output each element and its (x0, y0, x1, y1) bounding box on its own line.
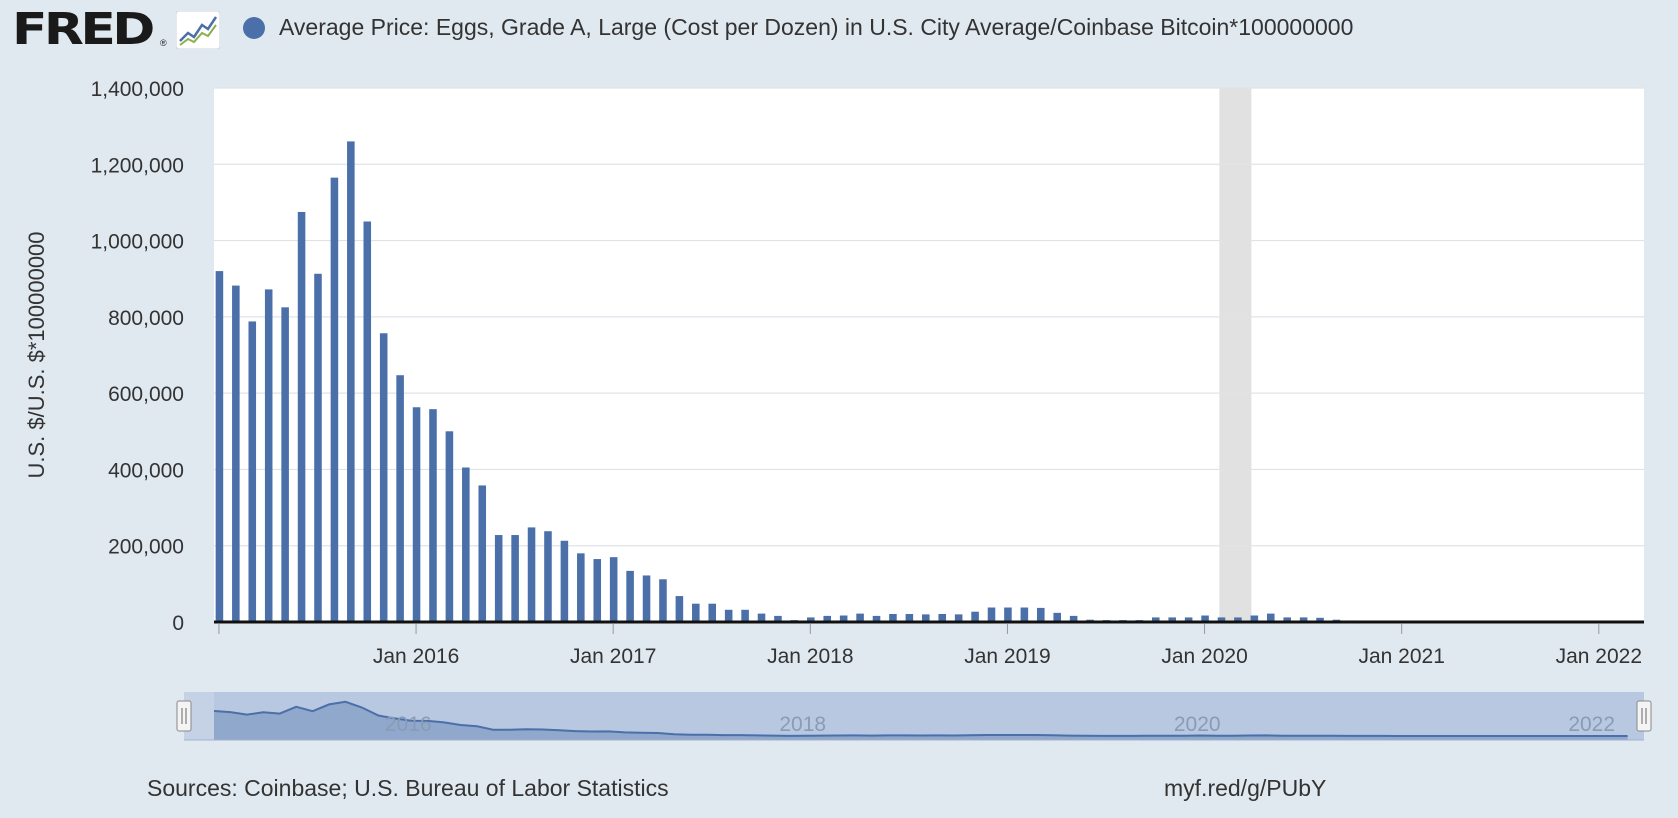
fred-logo[interactable]: FRED (12, 4, 155, 55)
short-url-link[interactable]: myf.red/g/PUbY (1164, 775, 1327, 801)
bar (807, 617, 815, 622)
bar (839, 615, 848, 622)
x-tick-label: Jan 2019 (964, 645, 1050, 668)
bar (232, 285, 240, 622)
chart-header: FRED ® Average Price: Eggs, Grade A, Lar… (0, 0, 1678, 60)
bar (905, 613, 914, 622)
bar (1069, 615, 1078, 622)
y-tick-label: 0 (172, 612, 184, 635)
bar (494, 535, 503, 622)
bar (264, 289, 273, 622)
legend-marker (243, 17, 265, 39)
registered-mark: ® (160, 38, 167, 48)
bar (1168, 617, 1176, 622)
bar (445, 431, 454, 622)
bar (659, 579, 667, 622)
navigator-handle-right[interactable] (1636, 700, 1652, 732)
legend-series-label[interactable]: Average Price: Eggs, Grade A, Large (Cos… (279, 14, 1354, 40)
x-tick-label: Jan 2016 (373, 645, 459, 668)
bar (724, 609, 733, 622)
bar (1234, 617, 1242, 622)
bar (1053, 612, 1061, 622)
bar (1217, 617, 1226, 622)
bar (741, 609, 749, 622)
navigator-label: 2022 (1568, 713, 1615, 736)
x-tick-label: Jan 2022 (1556, 645, 1642, 668)
bar (363, 221, 372, 622)
y-tick-label: 800,000 (108, 307, 184, 330)
bar (823, 615, 832, 622)
bar (429, 409, 437, 622)
bar (609, 557, 618, 622)
bar (675, 596, 684, 622)
bar (856, 613, 864, 622)
bar (1004, 607, 1012, 622)
bar (1184, 617, 1193, 622)
bar (314, 273, 322, 622)
bar (297, 211, 306, 622)
bar (774, 615, 782, 622)
navigator-label: 2020 (1174, 713, 1221, 736)
bar (938, 613, 947, 622)
sources-text: Sources: Coinbase; U.S. Bureau of Labor … (147, 775, 669, 801)
bar (527, 527, 536, 622)
x-tick-label: Jan 2017 (570, 645, 656, 668)
bar (593, 559, 602, 622)
bar (922, 614, 930, 622)
bar (1250, 615, 1259, 622)
bar (577, 553, 585, 622)
bar (889, 613, 897, 622)
bar (462, 467, 470, 622)
navigator-label: 2016 (385, 713, 432, 736)
bar (347, 141, 355, 622)
y-tick-label: 200,000 (108, 536, 184, 559)
bar (330, 177, 339, 622)
bar (872, 615, 881, 622)
bar (987, 607, 996, 622)
bar (560, 540, 569, 622)
bar (215, 271, 224, 622)
bar (1266, 613, 1275, 622)
y-tick-label: 400,000 (108, 459, 184, 482)
bar (954, 614, 963, 622)
x-tick-label: Jan 2020 (1161, 645, 1247, 668)
navigator-line (213, 700, 1628, 737)
y-tick-label: 1,200,000 (91, 154, 184, 177)
y-tick-label: 1,400,000 (91, 78, 184, 101)
bar (971, 611, 979, 622)
bar (379, 333, 388, 622)
bar (1283, 617, 1291, 622)
bar (544, 531, 552, 622)
bar (642, 575, 651, 622)
bar (1201, 615, 1209, 622)
bar (757, 613, 766, 622)
bar (692, 603, 700, 622)
bar (1152, 617, 1160, 622)
bar (248, 321, 257, 622)
bar (708, 603, 717, 622)
line-graph-icon (176, 11, 220, 49)
bar (626, 570, 634, 622)
bar (1020, 607, 1029, 622)
y-tick-label: 600,000 (108, 383, 184, 406)
x-tick-label: Jan 2018 (767, 645, 853, 668)
y-tick-label: 1,000,000 (91, 231, 184, 254)
y-axis-label: U.S. $/U.S. $*100000000 (24, 231, 49, 478)
plot-area (214, 88, 1644, 622)
x-tick-label: Jan 2021 (1358, 645, 1444, 668)
bar (281, 307, 289, 622)
recession-band (1219, 88, 1252, 622)
navigator-handle-left[interactable] (176, 700, 192, 732)
bar (396, 375, 404, 622)
bar (1316, 617, 1324, 622)
bar (511, 535, 519, 622)
bar (412, 407, 421, 622)
navigator-label: 2018 (779, 713, 826, 736)
bar (478, 485, 487, 622)
bar-chart: 0 200,000 400,000 600,000 800,000 1,000,000 1,… (24, 78, 1652, 741)
bar (1299, 617, 1308, 622)
bar (1037, 607, 1045, 622)
